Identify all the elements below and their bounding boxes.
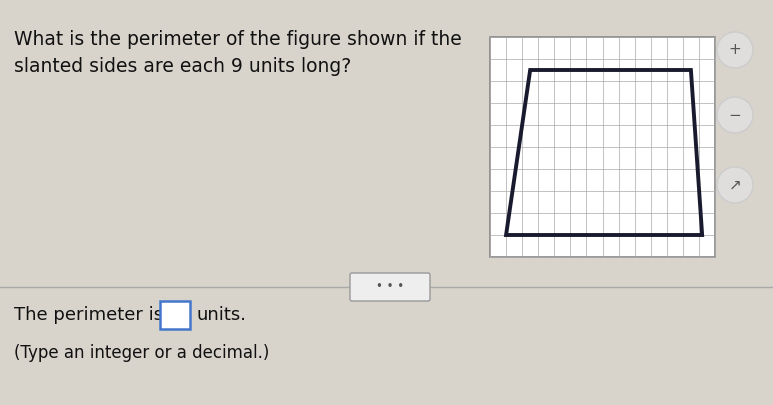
Text: slanted sides are each 9 units long?: slanted sides are each 9 units long?: [14, 57, 351, 76]
FancyBboxPatch shape: [350, 273, 430, 301]
Text: What is the perimeter of the figure shown if the: What is the perimeter of the figure show…: [14, 30, 461, 49]
Bar: [490, 37, 715, 257]
Text: (Type an integer or a decimal.): (Type an integer or a decimal.): [14, 344, 269, 362]
Text: • • •: • • •: [376, 281, 404, 294]
Circle shape: [717, 167, 753, 203]
Text: −: −: [729, 107, 741, 122]
Text: ↗: ↗: [729, 177, 741, 192]
FancyBboxPatch shape: [160, 301, 190, 329]
Text: +: +: [729, 43, 741, 58]
Circle shape: [717, 97, 753, 133]
Text: The perimeter is: The perimeter is: [14, 306, 163, 324]
Text: units.: units.: [196, 306, 246, 324]
Circle shape: [717, 32, 753, 68]
